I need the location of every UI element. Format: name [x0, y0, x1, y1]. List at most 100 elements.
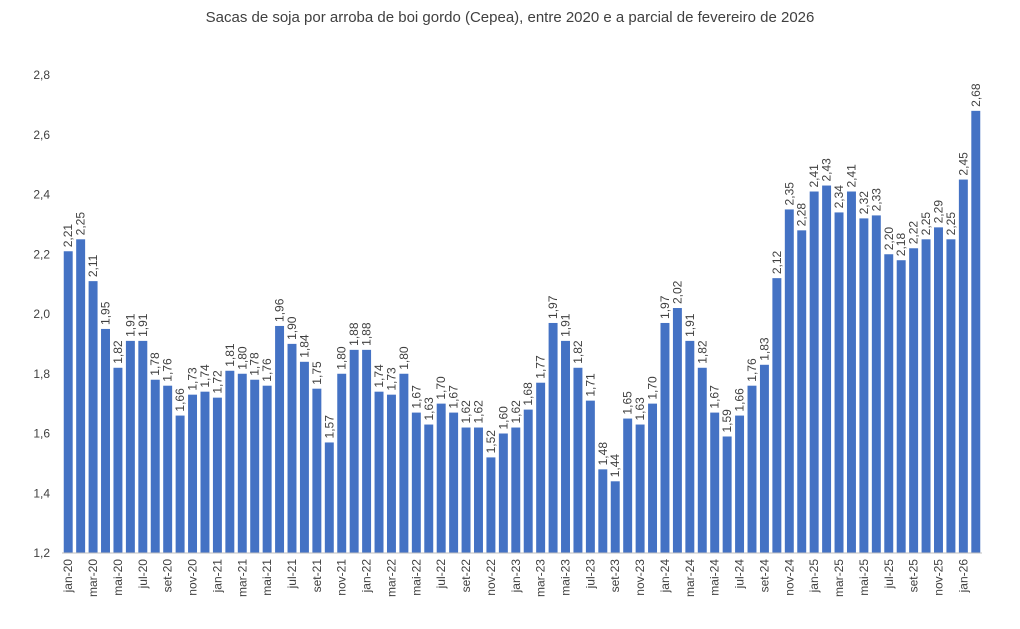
- chart-title: Sacas de soja por arroba de boi gordo (C…: [206, 9, 815, 26]
- bar: [88, 281, 98, 553]
- bar: [76, 239, 86, 553]
- x-tick-label: jul-25: [882, 559, 896, 590]
- value-label: 1,75: [310, 361, 324, 385]
- bar: [846, 191, 856, 553]
- bar: [934, 227, 943, 554]
- bar: [573, 367, 583, 553]
- value-label: 1,91: [123, 313, 137, 337]
- value-label: 1,97: [546, 295, 560, 319]
- value-label: 2,22: [907, 221, 921, 245]
- x-tick-label: mar-21: [235, 559, 249, 597]
- value-label: 1,63: [633, 397, 647, 421]
- bar: [349, 349, 359, 553]
- bar: [710, 412, 720, 553]
- x-tick-label: mar-22: [384, 559, 398, 597]
- y-tick-label: 2,2: [33, 247, 50, 261]
- value-label: 1,88: [347, 322, 361, 346]
- value-label: 1,65: [621, 391, 635, 415]
- value-label: 2,28: [795, 203, 809, 227]
- x-tick-label: jul-20: [136, 559, 150, 590]
- bar: [623, 418, 633, 553]
- value-label: 1,48: [596, 442, 610, 466]
- value-label: 1,95: [99, 301, 113, 325]
- bar: [237, 373, 247, 553]
- value-label: 2,33: [869, 188, 883, 212]
- value-label: 1,62: [509, 400, 523, 424]
- value-label: 1,52: [484, 430, 498, 454]
- x-tick-label: jan-24: [658, 559, 672, 594]
- bar: [822, 185, 832, 553]
- value-label: 1,74: [372, 364, 386, 388]
- bar: [735, 415, 745, 553]
- value-label: 1,72: [210, 370, 224, 394]
- x-tick-label: set-24: [757, 559, 771, 593]
- value-label: 1,91: [559, 313, 573, 337]
- bar: [660, 322, 670, 553]
- bar: [859, 218, 869, 553]
- bar: [411, 412, 421, 553]
- bar: [63, 251, 73, 553]
- bar: [262, 385, 272, 553]
- bar: [834, 212, 844, 554]
- x-tick-label: mai-23: [559, 559, 573, 596]
- bar: [909, 248, 919, 553]
- y-tick-label: 1,8: [33, 367, 50, 381]
- value-label: 1,91: [136, 313, 150, 337]
- x-tick-label: mar-24: [683, 559, 697, 597]
- value-label: 1,60: [496, 406, 510, 430]
- value-label: 1,78: [148, 352, 162, 376]
- bar: [212, 397, 222, 553]
- value-label: 1,96: [273, 298, 287, 322]
- value-label: 1,66: [733, 388, 747, 412]
- bar: [374, 391, 384, 553]
- x-tick-label: jan-21: [210, 559, 224, 594]
- value-label: 1,59: [720, 409, 734, 433]
- bar: [610, 481, 620, 553]
- bar: [399, 373, 409, 553]
- x-tick-label: jul-23: [583, 559, 597, 590]
- y-tick-label: 2,4: [33, 188, 50, 202]
- bar: [511, 427, 521, 553]
- bar: [150, 379, 160, 553]
- value-label: 1,81: [223, 343, 237, 367]
- bar: [175, 415, 185, 553]
- bar: [561, 340, 570, 553]
- bar: [648, 403, 658, 553]
- x-tick-label: mar-25: [832, 559, 846, 597]
- value-label: 1,83: [757, 337, 771, 361]
- x-tick-label: jan-26: [956, 559, 970, 594]
- value-label: 1,82: [695, 340, 709, 364]
- y-tick-label: 2,0: [33, 307, 50, 321]
- value-label: 1,71: [583, 373, 597, 397]
- bar: [784, 209, 794, 553]
- value-label: 2,35: [782, 182, 796, 206]
- x-tick-label: jan-25: [807, 559, 821, 594]
- bar: [896, 260, 906, 553]
- value-label: 1,70: [434, 376, 448, 400]
- bar: [101, 328, 110, 553]
- value-label: 2,32: [857, 191, 871, 215]
- value-label: 1,67: [447, 385, 461, 409]
- value-label: 1,90: [285, 316, 299, 340]
- bar: [362, 349, 372, 553]
- x-tick-label: jul-24: [733, 559, 747, 590]
- bar: [672, 308, 682, 553]
- bar: [125, 340, 135, 553]
- bar: [809, 191, 819, 553]
- value-label: 1,80: [235, 346, 249, 370]
- y-tick-label: 2,8: [33, 68, 50, 82]
- value-label: 1,76: [745, 358, 759, 382]
- value-label: 1,68: [521, 382, 535, 406]
- value-label: 2,25: [919, 212, 933, 236]
- bar: [772, 278, 782, 553]
- y-tick-label: 1,6: [33, 427, 50, 441]
- y-tick-label: 2,6: [33, 128, 50, 142]
- value-label: 1,62: [471, 400, 485, 424]
- bar: [287, 343, 297, 553]
- bar: [635, 424, 645, 553]
- bar: [585, 400, 595, 553]
- x-tick-label: jan-22: [360, 559, 374, 594]
- value-label: 1,76: [260, 358, 274, 382]
- x-tick-label: mai-20: [111, 559, 125, 596]
